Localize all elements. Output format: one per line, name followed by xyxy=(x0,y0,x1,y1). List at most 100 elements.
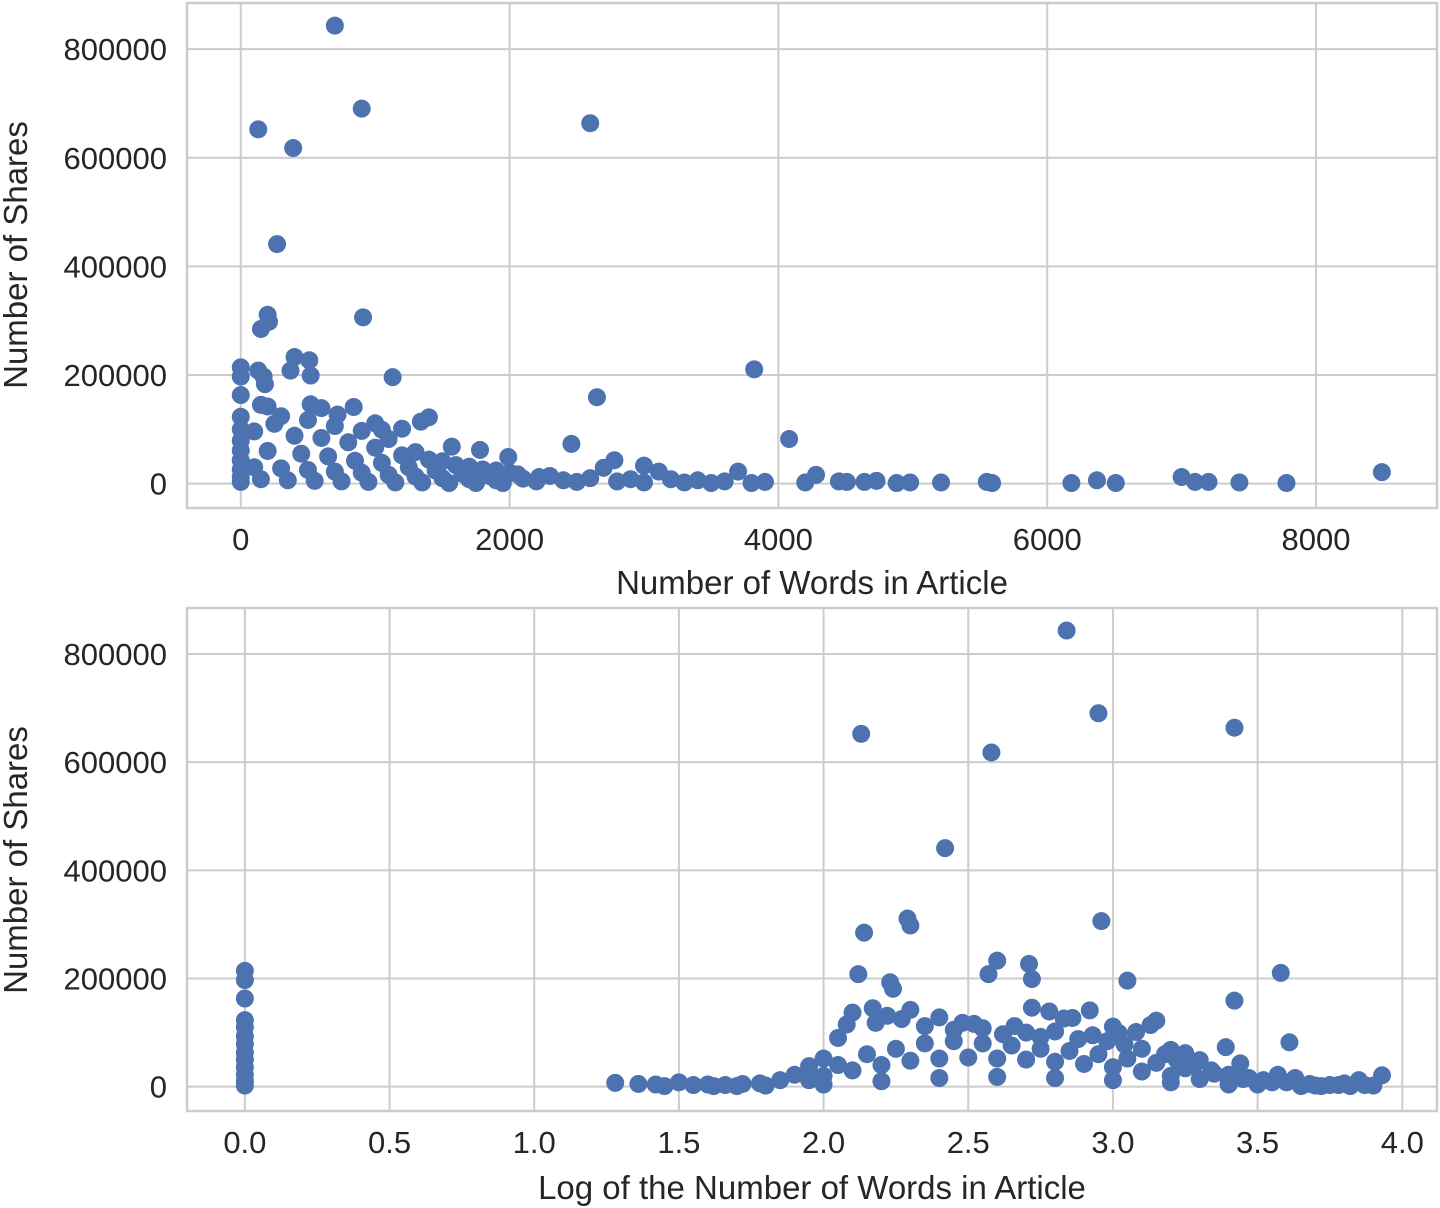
data-point xyxy=(796,473,815,492)
data-point xyxy=(684,1076,703,1095)
data-point xyxy=(930,1008,949,1027)
data-point xyxy=(312,428,331,447)
x-axis-label-top: Number of Words in Article xyxy=(616,564,1008,601)
data-point xyxy=(352,99,371,118)
data-point xyxy=(1118,1049,1137,1068)
data-point xyxy=(1147,1053,1166,1072)
data-point xyxy=(285,348,304,367)
data-point xyxy=(265,414,284,433)
data-point xyxy=(383,368,402,387)
x-tick-label: 0 xyxy=(232,522,249,557)
data-point xyxy=(936,839,955,858)
data-point xyxy=(245,422,264,441)
data-point xyxy=(1132,1039,1151,1058)
data-point xyxy=(359,472,378,491)
data-point xyxy=(855,472,874,491)
data-point xyxy=(1292,1077,1311,1096)
data-point xyxy=(258,441,277,460)
data-point xyxy=(1263,1073,1282,1092)
plot-frame xyxy=(185,606,1439,1113)
data-point xyxy=(1092,912,1111,931)
data-point xyxy=(1089,704,1108,723)
data-point xyxy=(800,1071,819,1090)
data-point xyxy=(729,462,748,481)
data-point xyxy=(1057,621,1076,640)
data-point xyxy=(284,139,303,158)
data-point xyxy=(634,473,653,492)
data-point xyxy=(649,462,668,481)
data-point xyxy=(499,447,518,466)
data-point xyxy=(305,471,324,490)
data-point xyxy=(386,473,405,492)
data-point xyxy=(1054,1009,1073,1028)
data-point xyxy=(930,1049,949,1068)
data-point xyxy=(366,438,385,457)
x-tick-label: 3.0 xyxy=(1091,1125,1134,1160)
data-point xyxy=(587,388,606,407)
data-point xyxy=(675,473,694,492)
data-point xyxy=(231,472,250,491)
data-point xyxy=(901,916,920,935)
data-point xyxy=(930,1069,949,1088)
x-tick-label: 0.0 xyxy=(223,1125,266,1160)
y-tick-label: 200000 xyxy=(64,358,167,393)
data-point xyxy=(1046,1069,1065,1088)
data-point xyxy=(278,471,297,490)
data-point xyxy=(780,430,799,449)
data-point xyxy=(1225,991,1244,1010)
data-point xyxy=(1002,1036,1021,1055)
data-point xyxy=(1017,1023,1036,1042)
data-point xyxy=(915,1034,934,1053)
data-point xyxy=(231,367,250,386)
data-point xyxy=(1280,1033,1299,1052)
data-point xyxy=(268,235,287,254)
frame-bottom xyxy=(185,606,1439,1113)
data-point xyxy=(855,923,874,942)
data-point xyxy=(567,472,586,491)
data-point xyxy=(235,1076,254,1095)
data-point xyxy=(1031,1039,1050,1058)
data-point xyxy=(1083,1026,1102,1045)
frame-top xyxy=(185,1,1439,510)
data-point xyxy=(1248,1075,1267,1094)
x-tick-label: 2000 xyxy=(475,522,544,557)
data-point xyxy=(1074,1054,1093,1073)
data-point xyxy=(1372,463,1391,482)
data-point xyxy=(887,474,906,493)
data-point xyxy=(1103,1058,1122,1077)
data-point xyxy=(704,1077,723,1096)
data-point xyxy=(1098,1032,1117,1051)
x-tick-label: 4000 xyxy=(744,522,813,557)
x-tick-label: 2.5 xyxy=(947,1125,990,1160)
ticks-bottom: 0.0 0.5 1.0 1.5 2.0 2.5 3.0 3.5 4.0 0 200000 400000… xyxy=(64,637,1424,1160)
data-point xyxy=(608,472,627,491)
data-point xyxy=(1161,1073,1180,1092)
data-point xyxy=(393,419,412,438)
data-point xyxy=(982,743,1001,762)
data-point xyxy=(932,473,951,492)
data-point xyxy=(1230,473,1249,492)
data-point xyxy=(1080,1001,1099,1020)
data-point xyxy=(471,440,490,459)
data-point xyxy=(634,456,653,475)
data-point xyxy=(1216,1038,1235,1057)
data-point xyxy=(814,1075,833,1094)
data-point xyxy=(406,443,425,462)
y-tick-label: 800000 xyxy=(64,32,167,67)
data-point xyxy=(988,951,1007,970)
points-bottom xyxy=(235,621,1392,1096)
data-point xyxy=(466,474,485,493)
data-point xyxy=(872,1056,891,1075)
data-point xyxy=(915,1017,934,1036)
data-point xyxy=(581,114,600,133)
data-point xyxy=(411,412,430,431)
x-tick-label: 2.0 xyxy=(802,1125,845,1160)
data-point xyxy=(255,375,274,394)
data-point xyxy=(878,1006,897,1025)
data-point xyxy=(1087,471,1106,490)
x-tick-label: 0.5 xyxy=(368,1125,411,1160)
data-point xyxy=(1141,1016,1160,1035)
data-point xyxy=(319,447,338,466)
data-point xyxy=(944,1032,963,1051)
data-point xyxy=(800,1057,819,1076)
